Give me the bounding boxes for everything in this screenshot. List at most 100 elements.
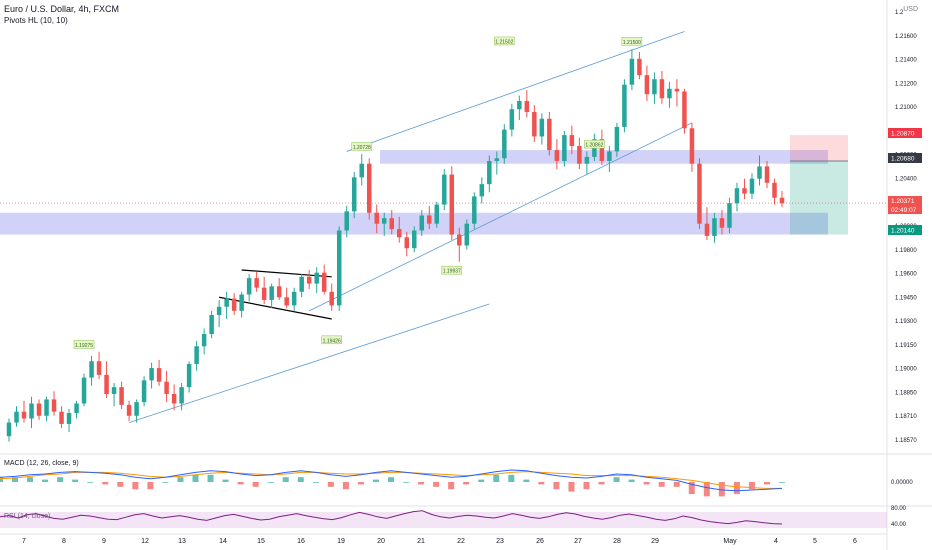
- pivot-label-box: [351, 142, 372, 151]
- candle-body: [532, 111, 537, 137]
- candle-body: [749, 178, 755, 194]
- chart-title: Euro / U.S. Dollar, 4h, FXCM: [4, 4, 120, 14]
- candle-body: [329, 291, 334, 306]
- macd-histogram-bar: [553, 482, 560, 490]
- candle-body: [164, 381, 169, 394]
- take-profit-zone: [790, 160, 848, 235]
- rsi-label: RSI (14, close): [4, 513, 51, 520]
- date-tick: 6: [853, 538, 857, 545]
- macd-histogram-bar: [718, 482, 725, 497]
- candle-body: [457, 234, 462, 246]
- badge-stop: 1.20870: [891, 131, 915, 138]
- macd-histogram-bar: [222, 479, 229, 482]
- macd-histogram-bar: [763, 482, 770, 485]
- date-tick: 15: [257, 538, 265, 545]
- macd-histogram-bar: [433, 482, 440, 487]
- pivot-label: 1.20862: [585, 143, 603, 149]
- candle-body: [96, 361, 102, 375]
- candle-body: [442, 174, 447, 205]
- candle-body: [487, 160, 492, 185]
- price-tick: 1.19150: [895, 343, 917, 349]
- macd-pane: 0.00000: [0, 469, 913, 497]
- date-tick: 7: [22, 538, 26, 545]
- candle-body: [269, 286, 274, 300]
- candle-body: [622, 84, 627, 127]
- candle-body: [299, 276, 304, 292]
- candle-body: [427, 215, 432, 224]
- price-tick: 1.21600: [895, 34, 917, 40]
- rsi-tick: 80.00: [891, 506, 907, 512]
- macd-histogram-bar: [673, 482, 680, 487]
- date-tick: 8: [62, 538, 66, 545]
- candle-body: [156, 368, 162, 382]
- macd-histogram-bar: [688, 482, 695, 494]
- candle-body: [539, 118, 545, 137]
- candle-body: [472, 196, 477, 224]
- macd-label: MACD (12, 26, close, 9): [4, 460, 79, 467]
- macd-histogram-bar: [72, 479, 79, 482]
- price-tick: 1.19000: [895, 367, 917, 373]
- candle-body: [66, 413, 72, 424]
- candle-body: [171, 393, 177, 404]
- candle-body: [261, 287, 267, 300]
- macd-histogram-bar: [418, 482, 425, 485]
- macd-histogram-bar: [117, 482, 124, 487]
- candle-body: [44, 399, 49, 416]
- pivot-label-box: [494, 36, 515, 46]
- macd-histogram-bar: [463, 482, 470, 485]
- date-tick: 20: [377, 538, 385, 545]
- macd-tick: 0.00000: [891, 480, 913, 486]
- price-tick: 1.19300: [895, 319, 917, 325]
- candle-body: [562, 135, 567, 161]
- macd-histogram-bar: [267, 482, 274, 483]
- badge-entry: 1.20680: [891, 156, 915, 163]
- candle-body: [179, 387, 184, 404]
- candle-body: [652, 79, 657, 95]
- candle-body: [126, 404, 132, 416]
- candle-body: [644, 75, 650, 95]
- candle-body: [712, 218, 717, 236]
- candle-body: [629, 58, 635, 85]
- price-tick: 1.20400: [895, 176, 917, 182]
- candle-body: [757, 166, 762, 179]
- candle-body: [764, 166, 770, 183]
- candle-body: [6, 422, 12, 437]
- candle-body: [719, 218, 725, 228]
- candle-body: [81, 377, 87, 404]
- macd-histogram-bar: [372, 479, 379, 482]
- candles: [6, 49, 785, 442]
- macd-histogram-bar: [613, 477, 620, 482]
- date-tick: 19: [337, 538, 345, 545]
- candle-body: [697, 163, 702, 224]
- date-tick: 23: [496, 538, 504, 545]
- macd-histogram-bar: [779, 482, 785, 483]
- badge-countdown-bg: [888, 205, 922, 214]
- pivot-label-box: [621, 37, 643, 46]
- candle-body: [216, 306, 222, 315]
- candle-body: [351, 177, 357, 212]
- channel-lower-left: [128, 303, 490, 423]
- date-tick: 16: [297, 538, 305, 545]
- stop-loss-zone: [790, 135, 848, 161]
- zones: [0, 150, 828, 235]
- price-tick: 1.2: [895, 10, 904, 16]
- candle-body: [734, 188, 740, 204]
- candle-body: [772, 182, 777, 198]
- date-tick: 28: [613, 538, 621, 545]
- candle-body: [727, 203, 732, 228]
- macd-histogram-bar: [327, 482, 334, 487]
- macd-histogram-bar: [87, 482, 94, 483]
- candle-body: [89, 361, 94, 378]
- pivot-label-box: [441, 265, 463, 275]
- candle-body: [397, 229, 402, 238]
- macd-histogram-bar: [177, 477, 184, 482]
- badge-current: 1.20371: [891, 198, 915, 205]
- pivot-label: 1.19937: [443, 269, 461, 275]
- date-tick: 22: [457, 538, 465, 545]
- macd-histogram-bar: [403, 482, 410, 483]
- candle-body: [59, 411, 64, 424]
- date-tick: 9: [102, 538, 106, 545]
- candle-body: [524, 101, 530, 112]
